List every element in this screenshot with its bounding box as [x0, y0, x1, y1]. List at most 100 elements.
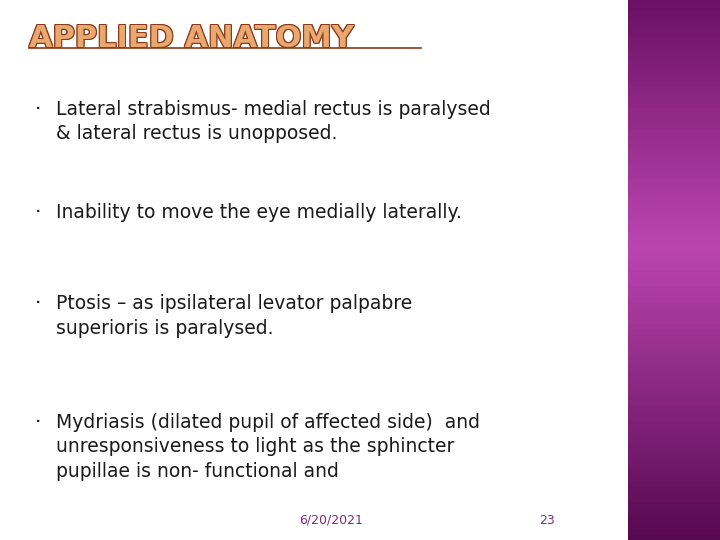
Text: APPLIED ANATOMY: APPLIED ANATOMY	[29, 25, 354, 55]
Text: APPLIED ANATOMY: APPLIED ANATOMY	[29, 23, 354, 52]
Bar	[628, 383, 720, 389]
Bar	[628, 216, 720, 221]
Bar	[628, 362, 720, 367]
Bar	[628, 0, 720, 5]
Bar	[628, 373, 720, 378]
Bar	[628, 97, 720, 103]
Bar	[628, 470, 720, 475]
Bar	[628, 146, 720, 151]
Bar	[628, 76, 720, 81]
Text: Ptosis – as ipsilateral levator palpabre
superioris is paralysed.: Ptosis – as ipsilateral levator palpabre…	[56, 294, 413, 338]
Bar	[628, 103, 720, 108]
Bar	[628, 157, 720, 162]
Bar	[628, 248, 720, 254]
Bar	[628, 475, 720, 481]
Bar	[628, 22, 720, 27]
Bar	[628, 497, 720, 502]
Bar	[628, 38, 720, 43]
Text: 23: 23	[539, 514, 555, 526]
Bar	[628, 427, 720, 432]
Bar	[628, 389, 720, 394]
Bar	[628, 221, 720, 227]
Bar	[628, 92, 720, 97]
Bar	[628, 432, 720, 437]
Bar	[628, 518, 720, 524]
Bar	[628, 486, 720, 491]
Bar	[628, 297, 720, 302]
Bar	[628, 32, 720, 38]
Bar	[628, 54, 720, 59]
Text: ·: ·	[35, 100, 41, 119]
Bar	[628, 113, 720, 119]
Text: APPLIED ANATOMY: APPLIED ANATOMY	[28, 24, 353, 53]
Bar	[628, 178, 720, 184]
Bar	[628, 292, 720, 297]
Bar	[628, 254, 720, 259]
Bar	[628, 108, 720, 113]
Bar	[628, 49, 720, 54]
Bar	[628, 124, 720, 130]
Bar	[628, 448, 720, 454]
Text: APPLIED ANATOMY: APPLIED ANATOMY	[30, 24, 354, 53]
Bar	[628, 184, 720, 189]
Bar	[628, 270, 720, 275]
Bar	[628, 491, 720, 497]
Bar	[628, 313, 720, 319]
Text: ·: ·	[35, 202, 41, 221]
Bar	[628, 275, 720, 281]
Bar	[628, 140, 720, 146]
Bar	[628, 167, 720, 173]
Bar	[628, 459, 720, 464]
Text: Mydriasis (dilated pupil of affected side)  and
unresponsiveness to light as the: Mydriasis (dilated pupil of affected sid…	[56, 413, 480, 481]
Text: Inability to move the eye medially laterally.: Inability to move the eye medially later…	[56, 202, 462, 221]
Bar	[628, 162, 720, 167]
Bar	[628, 130, 720, 135]
Bar	[628, 340, 720, 346]
Bar	[628, 11, 720, 16]
Bar	[628, 286, 720, 292]
Bar	[628, 189, 720, 194]
Bar	[628, 400, 720, 405]
Text: APPLIED ANATOMY: APPLIED ANATOMY	[30, 25, 354, 55]
Bar	[628, 194, 720, 200]
Bar	[628, 421, 720, 427]
Bar	[628, 346, 720, 351]
Bar	[628, 70, 720, 76]
Bar	[628, 59, 720, 65]
Bar	[628, 535, 720, 540]
Bar	[628, 302, 720, 308]
Bar	[628, 367, 720, 373]
Bar	[628, 454, 720, 459]
Bar	[628, 86, 720, 92]
Bar	[628, 324, 720, 329]
Text: ·: ·	[35, 413, 41, 432]
Text: APPLIED ANATOMY: APPLIED ANATOMY	[30, 23, 354, 52]
Text: APPLIED ANATOMY: APPLIED ANATOMY	[28, 23, 353, 52]
Bar	[628, 205, 720, 211]
Bar	[628, 351, 720, 356]
Bar	[628, 81, 720, 86]
Bar	[628, 200, 720, 205]
Bar	[628, 437, 720, 443]
Bar	[628, 378, 720, 383]
Bar	[628, 227, 720, 232]
Bar	[628, 405, 720, 410]
Bar	[628, 529, 720, 535]
Bar	[628, 135, 720, 140]
Bar	[628, 119, 720, 124]
Bar	[628, 508, 720, 513]
Bar	[628, 238, 720, 243]
Bar	[628, 232, 720, 238]
Bar	[628, 443, 720, 448]
Bar	[628, 243, 720, 248]
Bar	[628, 513, 720, 518]
Bar	[628, 259, 720, 265]
Bar	[628, 65, 720, 70]
Bar	[628, 173, 720, 178]
Bar	[628, 464, 720, 470]
Bar	[628, 308, 720, 313]
Bar	[628, 502, 720, 508]
Bar	[628, 281, 720, 286]
Text: APPLIED ANATOMY: APPLIED ANATOMY	[28, 25, 353, 55]
Text: 6/20/2021: 6/20/2021	[300, 514, 363, 526]
